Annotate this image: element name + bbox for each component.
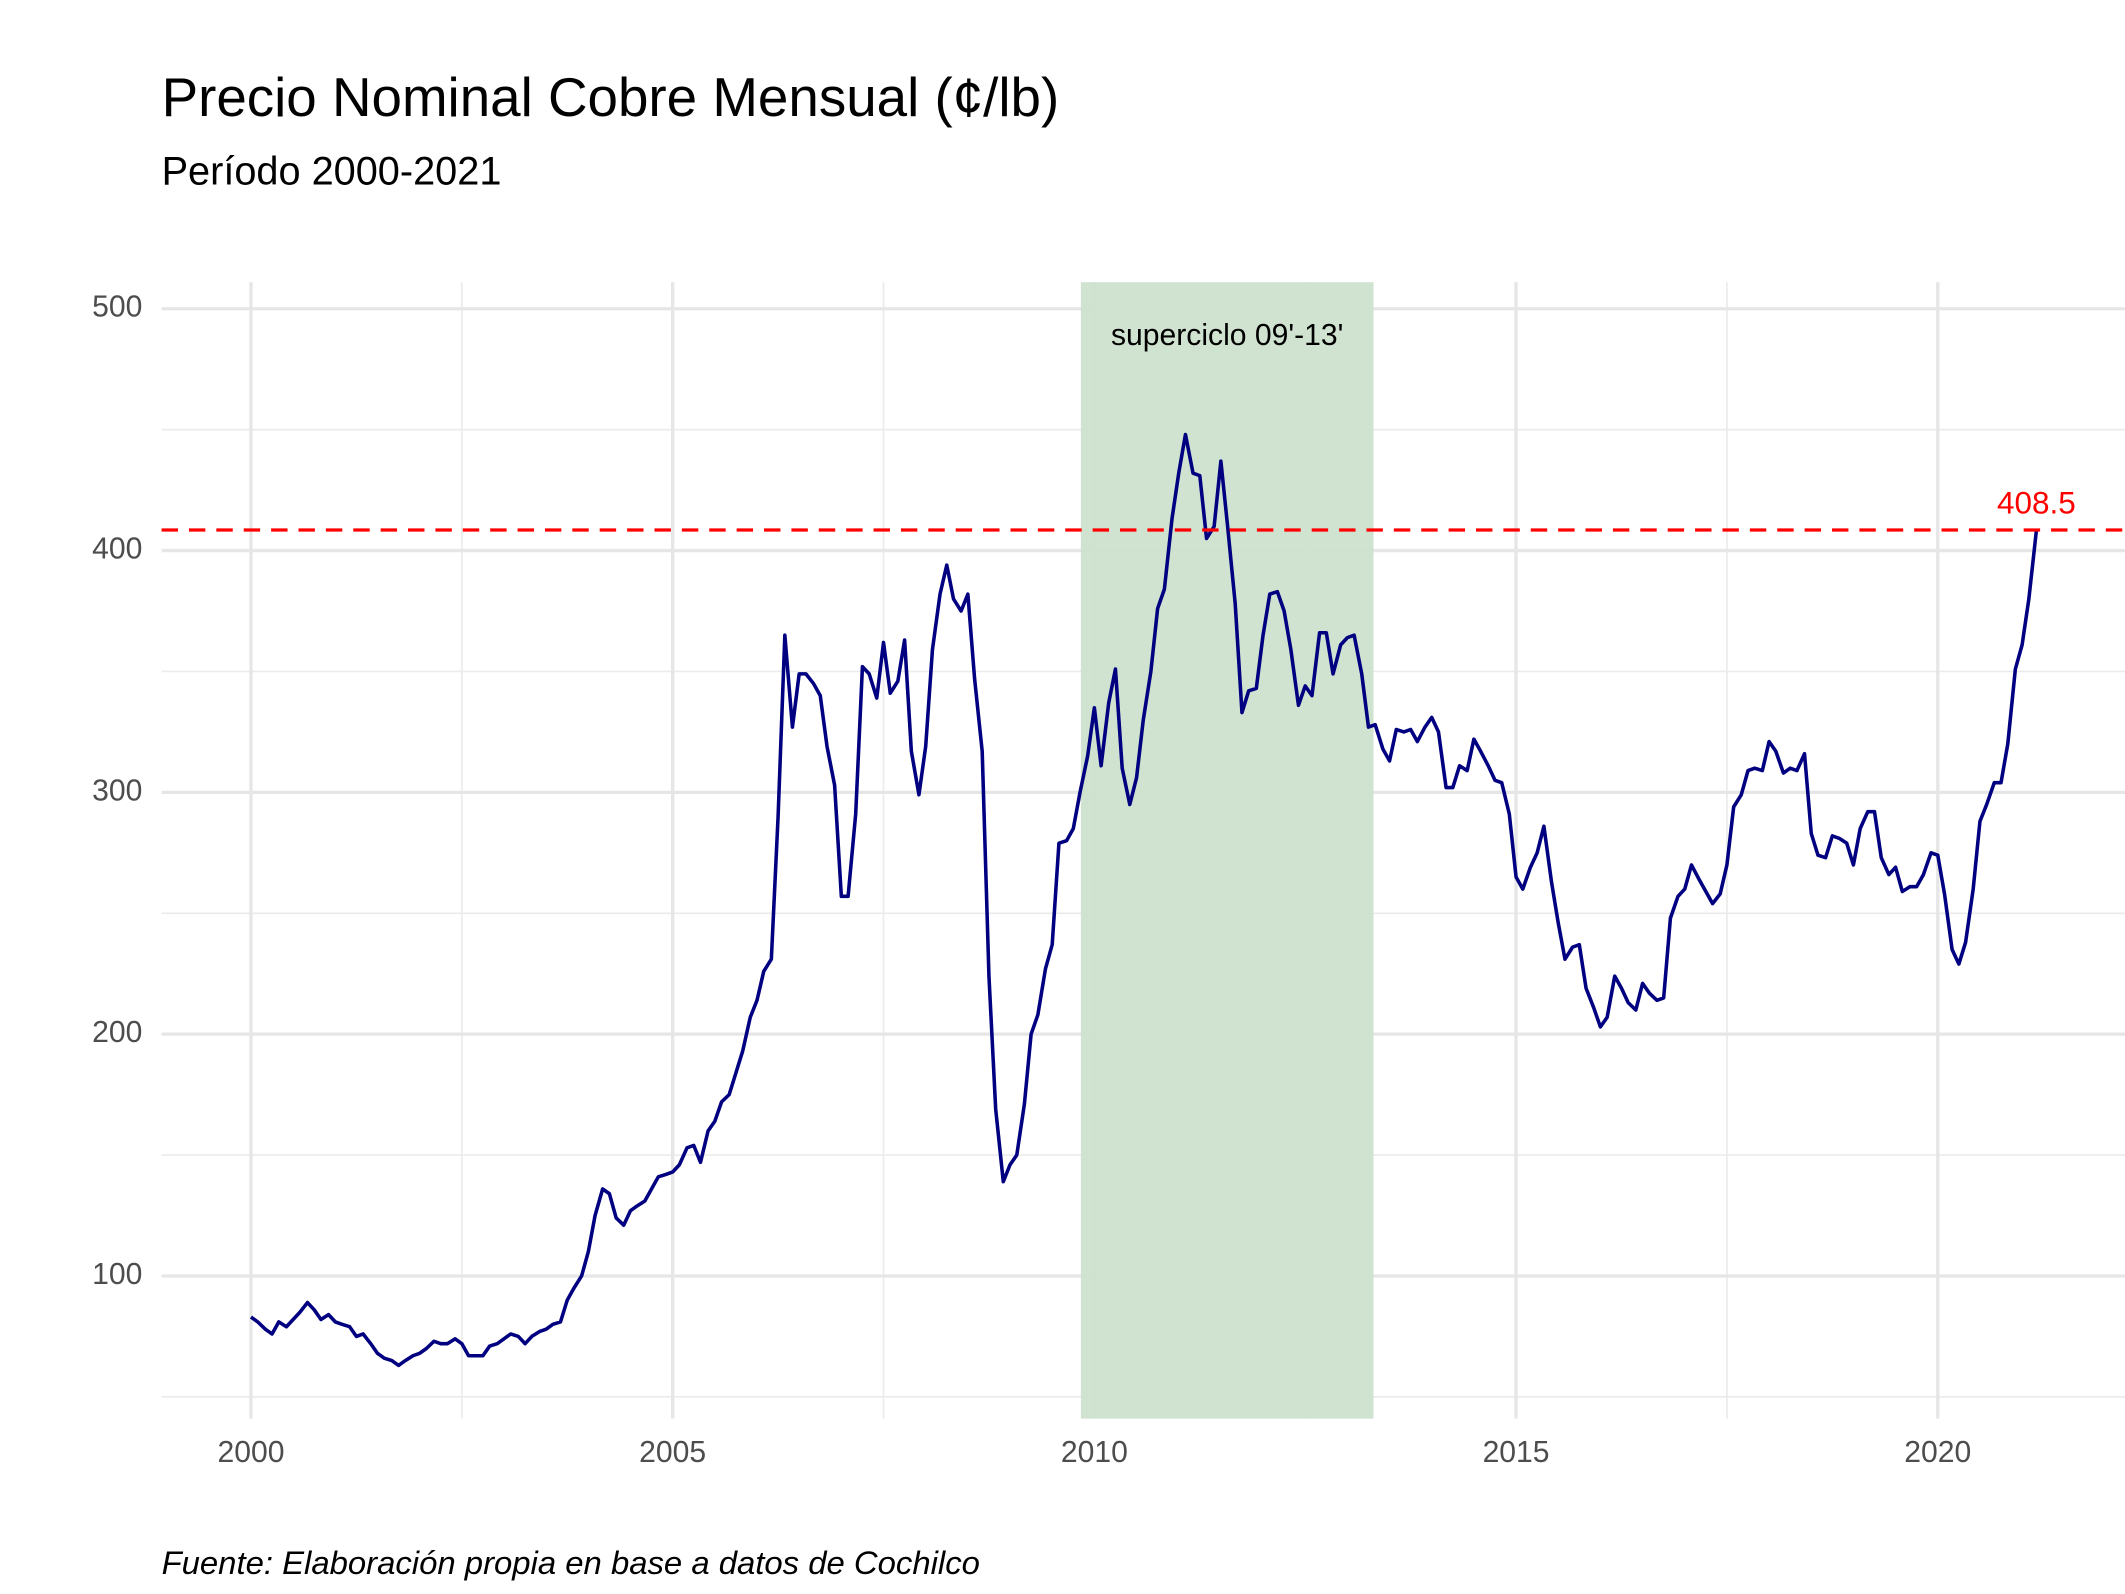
y-tick-label: 300 (92, 774, 142, 807)
y-tick-label: 400 (92, 533, 142, 566)
x-tick-label: 2000 (217, 1436, 284, 1469)
x-tick-label: 2005 (639, 1436, 706, 1469)
chart-subtitle: Período 2000-2021 (162, 149, 502, 193)
y-tick-label: 100 (92, 1258, 142, 1291)
x-tick-label: 2020 (1904, 1436, 1971, 1469)
x-tick-label: 2010 (1061, 1436, 1128, 1469)
price-line (249, 432, 2039, 1368)
shaded-period (1080, 282, 1374, 1419)
shade-label: superciclo 09'-13' (1111, 319, 1343, 352)
x-tick-label: 2015 (1483, 1436, 1550, 1469)
chart-title: Precio Nominal Cobre Mensual (¢/lb) (162, 66, 1060, 128)
reference-label: 408.5 (1997, 485, 2076, 521)
y-tick-label: 500 (92, 291, 142, 324)
y-tick-label: 200 (92, 1016, 142, 1049)
caption: Fuente: Elaboración propia en base a dat… (162, 1544, 980, 1581)
